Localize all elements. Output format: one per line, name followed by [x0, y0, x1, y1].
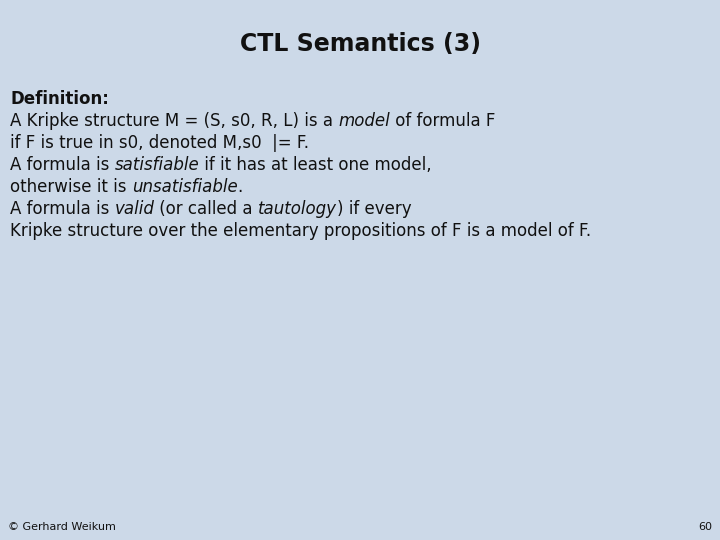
- Text: 60: 60: [698, 522, 712, 532]
- Text: A formula is: A formula is: [10, 200, 114, 218]
- Text: tautology: tautology: [258, 200, 337, 218]
- Text: of formula F: of formula F: [390, 112, 495, 130]
- Text: A formula is: A formula is: [10, 156, 114, 174]
- Text: (or called a: (or called a: [155, 200, 258, 218]
- Text: CTL Semantics (3): CTL Semantics (3): [240, 32, 480, 56]
- Text: unsatisfiable: unsatisfiable: [132, 178, 238, 196]
- Text: otherwise it is: otherwise it is: [10, 178, 132, 196]
- Text: satisfiable: satisfiable: [114, 156, 199, 174]
- Text: if F is true in s0, denoted M,s0  |= F.: if F is true in s0, denoted M,s0 |= F.: [10, 134, 309, 152]
- Text: Kripke structure over the elementary propositions of F is a model of F.: Kripke structure over the elementary pro…: [10, 222, 591, 240]
- Text: © Gerhard Weikum: © Gerhard Weikum: [8, 522, 116, 532]
- Text: Definition:: Definition:: [10, 90, 109, 108]
- Text: model: model: [338, 112, 390, 130]
- Text: ) if every: ) if every: [337, 200, 412, 218]
- Text: .: .: [238, 178, 243, 196]
- Text: valid: valid: [114, 200, 155, 218]
- Text: if it has at least one model,: if it has at least one model,: [199, 156, 432, 174]
- Text: A Kripke structure M = (S, s0, R, L) is a: A Kripke structure M = (S, s0, R, L) is …: [10, 112, 338, 130]
